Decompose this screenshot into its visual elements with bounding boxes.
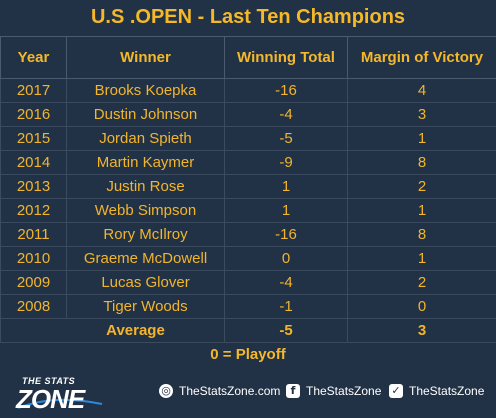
column-header-winning-total: Winning Total [224,36,348,79]
column-header-year: Year [0,36,67,79]
twitter-link[interactable]: ✓ TheStatsZone [389,382,484,400]
winner-cell: Lucas Glover [66,270,225,295]
table-row: 2016 Dustin Johnson -4 3 [0,102,496,127]
table-row: 2015 Jordan Spieth -5 1 [0,126,496,151]
table-row: 2008 Tiger Woods -1 0 [0,294,496,319]
logo-swoosh-icon [17,398,103,409]
champions-table: Year Winner Winning Total Margin of Vict… [0,36,496,343]
winner-cell: Brooks Koepka [66,78,225,103]
winning-total-cell: -16 [224,78,348,103]
winner-cell: Martin Kaymer [66,150,225,175]
footer: THE STATS ZONE ◎ TheStatsZone.com f TheS… [0,368,496,418]
year-cell: 2016 [0,102,67,127]
year-cell: 2010 [0,246,67,271]
winner-cell: Tiger Woods [66,294,225,319]
winning-total-cell: 1 [224,174,348,199]
year-cell: 2013 [0,174,67,199]
twitter-icon: ✓ [389,384,403,398]
margin-cell: 1 [347,246,496,271]
column-header-winner: Winner [66,36,225,79]
winning-total-cell: -9 [224,150,348,175]
table-title: U.S .OPEN - Last Ten Champions [90,6,406,28]
website-label: TheStatsZone.com [179,384,281,398]
header-row: Year Winner Winning Total Margin of Vict… [0,36,496,79]
margin-cell: 0 [347,294,496,319]
table-row: 2013 Justin Rose 1 2 [0,174,496,199]
year-cell: 2008 [0,294,67,319]
winner-cell: Jordan Spieth [66,126,225,151]
winning-total-cell: -4 [224,270,348,295]
twitter-label: TheStatsZone [409,384,485,398]
winning-total-cell: -5 [224,126,348,151]
year-cell: 2015 [0,126,67,151]
stats-zone-logo: THE STATS ZONE [14,374,106,414]
winning-total-cell: -16 [224,222,348,247]
margin-cell: 8 [347,222,496,247]
average-winning-total: -5 [224,318,348,343]
winner-cell: Webb Simpson [66,198,225,223]
column-header-margin: Margin of Victory [347,36,496,79]
margin-cell: 1 [347,198,496,223]
margin-cell: 3 [347,102,496,127]
winner-cell: Rory McIlroy [66,222,225,247]
margin-cell: 8 [347,150,496,175]
table-row: 2011 Rory McIlroy -16 8 [0,222,496,247]
table-row: 2012 Webb Simpson 1 1 [0,198,496,223]
website-link[interactable]: ◎ TheStatsZone.com [159,382,280,400]
playoff-note: 0 = Playoff [210,346,286,363]
year-cell: 2011 [0,222,67,247]
logo-text-big: ZONE [16,384,85,414]
year-cell: 2009 [0,270,67,295]
average-label: Average [0,318,225,343]
winner-cell: Dustin Johnson [66,102,225,127]
logo-text-small: THE STATS [22,376,76,386]
average-margin: 3 [347,318,496,343]
winning-total-cell: 0 [224,246,348,271]
winning-total-cell: -1 [224,294,348,319]
winning-total-cell: -4 [224,102,348,127]
margin-cell: 1 [347,126,496,151]
table-row: 2014 Martin Kaymer -9 8 [0,150,496,175]
table-row: 2010 Graeme McDowell 0 1 [0,246,496,271]
globe-icon: ◎ [159,384,173,398]
table-row: 2017 Brooks Koepka -16 4 [0,78,496,103]
winning-total-cell: 1 [224,198,348,223]
winner-cell: Justin Rose [66,174,225,199]
facebook-link[interactable]: f TheStatsZone [286,382,381,400]
margin-cell: 2 [347,174,496,199]
average-row: Average -5 3 [0,318,496,343]
year-cell: 2014 [0,150,67,175]
margin-cell: 2 [347,270,496,295]
facebook-icon: f [286,384,300,398]
year-cell: 2017 [0,78,67,103]
table-row: 2009 Lucas Glover -4 2 [0,270,496,295]
year-cell: 2012 [0,198,67,223]
margin-cell: 4 [347,78,496,103]
winner-cell: Graeme McDowell [66,246,225,271]
facebook-label: TheStatsZone [306,384,382,398]
